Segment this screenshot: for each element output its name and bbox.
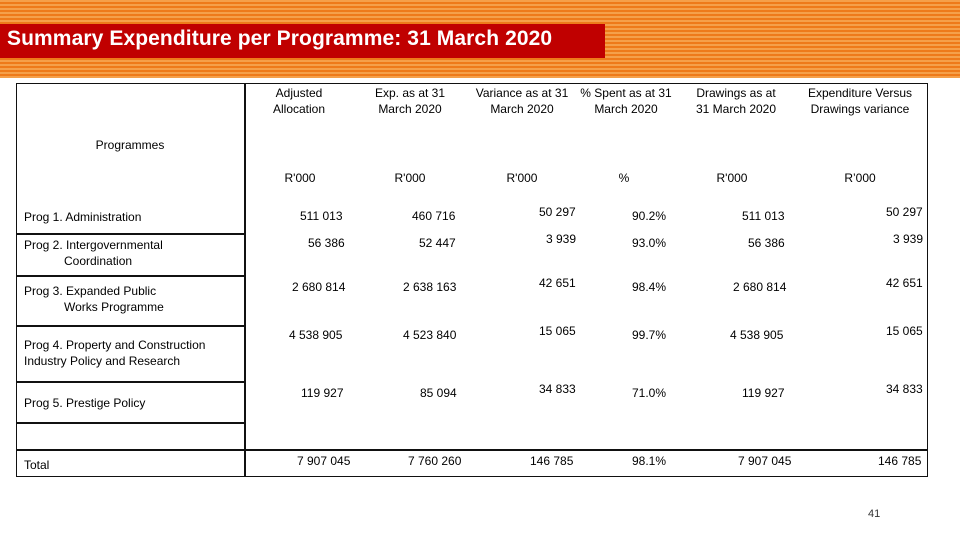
table-divider bbox=[16, 233, 244, 235]
page-title: Summary Expenditure per Programme: 31 Ma… bbox=[7, 27, 553, 50]
row-label-line: Industry Policy and Research bbox=[24, 354, 181, 368]
row-label-line: Works Programme bbox=[64, 300, 164, 314]
table-divider bbox=[244, 83, 246, 477]
unit-drawings: R'000 bbox=[716, 171, 748, 185]
unit-variance: R'000 bbox=[506, 171, 538, 185]
programmes-header: Programmes bbox=[95, 138, 165, 152]
unit-percent-spent: % bbox=[618, 171, 630, 185]
table-cell: 98.4% bbox=[632, 280, 667, 294]
table-cell: 119 927 bbox=[301, 386, 344, 400]
table-divider bbox=[16, 449, 928, 451]
row-label-line: Prog 5. Prestige Policy bbox=[24, 396, 146, 410]
col-header-expenditure: Exp. as at 31 March 2020 bbox=[374, 86, 446, 116]
total-cell: 146 785 bbox=[530, 454, 574, 468]
table-cell: 50 297 bbox=[886, 205, 923, 219]
table-cell: 511 013 bbox=[742, 209, 785, 223]
table-cell: 15 065 bbox=[886, 324, 923, 338]
unit-adjusted-allocation: R'000 bbox=[284, 171, 316, 185]
row-label-line: Prog 1. Administration bbox=[24, 210, 142, 224]
table-cell: 4 523 840 bbox=[403, 328, 457, 342]
row-label-prog4: Prog 4. Property and Construction Indust… bbox=[24, 337, 205, 369]
table-cell: 3 939 bbox=[893, 232, 924, 246]
table-cell: 56 386 bbox=[748, 236, 785, 250]
table-cell: 52 447 bbox=[419, 236, 456, 250]
table-cell: 511 013 bbox=[300, 209, 343, 223]
col-header-percent-spent: % Spent as at 31 March 2020 bbox=[580, 86, 672, 116]
table-cell: 85 094 bbox=[420, 386, 457, 400]
col-header-drawings: Drawings as at 31 March 2020 bbox=[695, 86, 777, 116]
table-cell: 71.0% bbox=[632, 386, 667, 400]
table-cell: 4 538 905 bbox=[730, 328, 784, 342]
row-label-line: Prog 4. Property and Construction bbox=[24, 338, 206, 352]
table-cell: 4 538 905 bbox=[289, 328, 343, 342]
row-label-prog2: Prog 2. Intergovernmental Coordination bbox=[24, 237, 163, 269]
total-cell: 7 907 045 bbox=[297, 454, 351, 468]
row-label-prog3: Prog 3. Expanded Public Works Programme bbox=[24, 283, 164, 315]
table-cell: 90.2% bbox=[632, 209, 667, 223]
total-cell: 98.1% bbox=[632, 454, 667, 468]
total-cell: 7 760 260 bbox=[408, 454, 462, 468]
row-label-total: Total bbox=[24, 458, 50, 472]
table-divider bbox=[16, 381, 244, 383]
row-label-line: Coordination bbox=[64, 254, 133, 268]
table-cell: 42 651 bbox=[886, 276, 923, 290]
table-divider bbox=[16, 422, 244, 424]
table-cell: 2 680 814 bbox=[733, 280, 787, 294]
table-cell: 99.7% bbox=[632, 328, 667, 342]
table-cell: 34 833 bbox=[886, 382, 923, 396]
unit-exp-vs-drawings: R’000 bbox=[844, 171, 876, 185]
title-bar bbox=[0, 24, 605, 58]
page-number: 41 bbox=[868, 508, 881, 520]
row-label-prog5: Prog 5. Prestige Policy bbox=[24, 395, 145, 411]
table-cell: 3 939 bbox=[546, 232, 577, 246]
col-header-variance: Variance as at 31 March 2020 bbox=[475, 86, 569, 116]
table-cell: 2 680 814 bbox=[292, 280, 346, 294]
unit-expenditure: R'000 bbox=[394, 171, 426, 185]
row-label-prog1: Prog 1. Administration bbox=[24, 209, 141, 225]
table-divider bbox=[16, 275, 244, 277]
table-cell: 2 638 163 bbox=[403, 280, 457, 294]
table-cell: 93.0% bbox=[632, 236, 667, 250]
total-cell: 7 907 045 bbox=[738, 454, 792, 468]
table-cell: 50 297 bbox=[539, 205, 576, 219]
table-divider bbox=[16, 325, 244, 327]
expenditure-table bbox=[16, 83, 928, 477]
table-cell: 15 065 bbox=[539, 324, 576, 338]
col-header-exp-vs-drawings: Expenditure Versus Drawings variance bbox=[807, 86, 913, 116]
row-label-line: Prog 2. Intergovernmental bbox=[24, 238, 163, 252]
col-header-adjusted-allocation: Adjusted Allocation bbox=[272, 86, 326, 116]
total-cell: 146 785 bbox=[878, 454, 922, 468]
table-cell: 34 833 bbox=[539, 382, 576, 396]
table-cell: 119 927 bbox=[742, 386, 785, 400]
table-cell: 42 651 bbox=[539, 276, 576, 290]
table-cell: 460 716 bbox=[412, 209, 456, 223]
row-label-line: Prog 3. Expanded Public bbox=[24, 284, 157, 298]
table-cell: 56 386 bbox=[308, 236, 345, 250]
